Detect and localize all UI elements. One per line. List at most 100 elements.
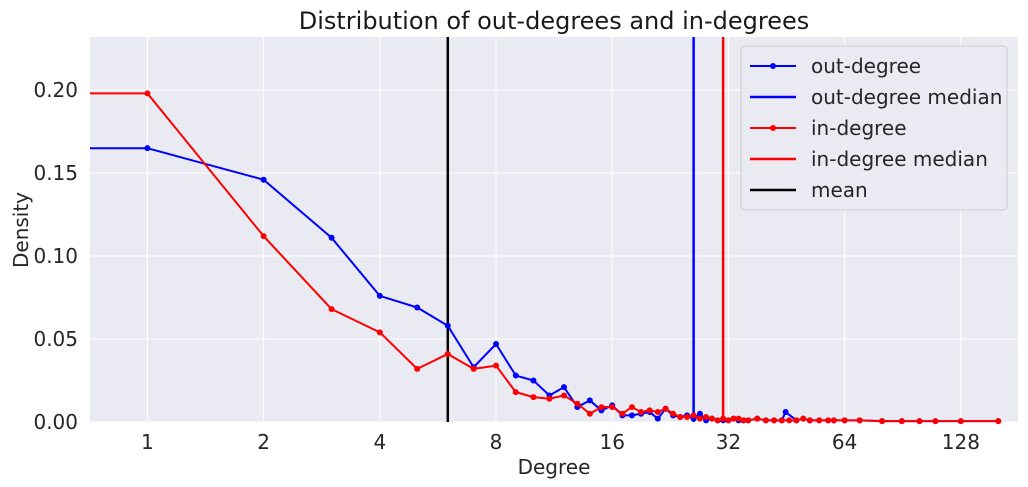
in-degree-point: [841, 417, 848, 424]
y-axis-label: Density: [9, 192, 33, 268]
in-degree-point: [574, 400, 581, 407]
in-degree-point: [754, 415, 761, 422]
legend-item-in-degree: in-degree: [750, 116, 907, 140]
in-degree-point: [786, 417, 793, 424]
out-degree-point: [144, 145, 151, 152]
in-degree-point: [771, 417, 778, 424]
in-degree-point: [916, 418, 923, 425]
in-degree-point: [512, 389, 519, 396]
x-tick-label: 16: [600, 430, 625, 454]
y-tick-label: 0.05: [33, 327, 78, 351]
out-degree-point: [530, 377, 537, 384]
out-degree-point: [561, 384, 568, 391]
in-degree-point: [714, 417, 721, 424]
in-degree-point: [328, 306, 335, 313]
in-degree-point: [493, 362, 500, 369]
out-degree-point: [493, 341, 500, 348]
in-degree-point: [879, 418, 886, 425]
in-degree-point: [144, 90, 151, 97]
legend-label: in-degree median: [811, 147, 988, 171]
in-degree-point: [376, 329, 383, 336]
legend-item-in-degree-median: in-degree median: [750, 147, 988, 171]
in-degree-point: [720, 415, 727, 422]
in-degree-point: [444, 350, 451, 357]
legend: out-degree out-degree median in-degree in-d…: [740, 45, 1008, 211]
in-degree-point: [762, 417, 769, 424]
in-degree-point: [638, 409, 645, 416]
in-degree-point: [696, 415, 703, 422]
out-degree-point: [696, 410, 703, 417]
out-degree-point: [512, 372, 519, 379]
series-group: [90, 90, 1002, 425]
in-degree-point: [995, 418, 1002, 425]
y-ticks: 0.00 0.05 0.10 0.15 0.20: [33, 78, 78, 434]
in-degree-point: [730, 415, 737, 422]
legend-item-out-degree: out-degree: [750, 54, 921, 78]
in-degree-point: [690, 412, 697, 419]
in-degree-point: [932, 418, 939, 425]
out-degree-point: [654, 415, 661, 422]
in-degree-point: [646, 407, 653, 414]
x-axis-label: Degree: [518, 455, 591, 479]
out-degree-point: [328, 234, 335, 241]
legend-item-mean: mean: [750, 178, 868, 202]
in-degree-point: [260, 233, 267, 240]
in-degree-point: [898, 418, 905, 425]
in-degree-point: [414, 365, 421, 372]
out-degree-point: [414, 304, 421, 311]
vertical-lines: [446, 37, 725, 422]
in-degree-point: [598, 404, 605, 411]
y-tick-label: 0.15: [33, 161, 78, 185]
in-degree-point: [628, 404, 635, 411]
in-degree-point: [856, 417, 863, 424]
in-degree-point: [740, 417, 747, 424]
x-tick-label: 32: [716, 430, 741, 454]
in-degree-point: [703, 414, 710, 421]
out-degree-point: [444, 322, 451, 329]
x-tick-label: 4: [373, 430, 386, 454]
in-degree-point: [670, 410, 677, 417]
legend-label: in-degree: [811, 116, 907, 140]
in-degree-series: [90, 90, 1002, 425]
in-degree-point: [546, 395, 553, 402]
in-degree-point: [725, 417, 732, 424]
x-tick-label: 2: [257, 430, 270, 454]
legend-label: out-degree median: [811, 85, 1002, 109]
in-degree-point: [677, 414, 684, 421]
legend-box: [740, 45, 1008, 211]
y-tick-label: 0.20: [33, 78, 78, 102]
chart-title: Distribution of out-degrees and in-degre…: [299, 7, 810, 35]
in-degree-point: [957, 418, 964, 425]
in-degree-point: [825, 417, 832, 424]
y-tick-label: 0.00: [33, 410, 78, 434]
out-degree-point: [628, 412, 635, 419]
in-degree-point: [684, 414, 691, 421]
in-degree-point: [586, 410, 593, 417]
in-degree-point: [619, 410, 626, 417]
x-tick-label: 8: [490, 430, 503, 454]
in-degree-point: [830, 417, 837, 424]
in-degree-point: [609, 404, 616, 411]
in-degree-point: [806, 417, 813, 424]
x-tick-label: 128: [942, 430, 980, 454]
legend-marker: [770, 125, 776, 131]
in-degree-point: [708, 415, 715, 422]
out-degree-point: [260, 176, 267, 183]
in-degree-point: [470, 365, 477, 372]
x-ticks: 1 2 4 8 16 32 64 128: [141, 430, 980, 454]
x-tick-label: 64: [832, 430, 857, 454]
in-degree-point: [800, 415, 807, 422]
in-degree-point: [735, 415, 742, 422]
out-degree-point: [376, 292, 383, 299]
x-tick-label: 1: [141, 430, 154, 454]
in-degree-point: [793, 417, 800, 424]
legend-label: out-degree: [811, 54, 921, 78]
in-degree-point: [778, 417, 785, 424]
out-degree-point: [586, 397, 593, 404]
y-tick-label: 0.10: [33, 244, 78, 268]
in-degree-point: [654, 409, 661, 416]
legend-label: mean: [811, 178, 868, 202]
legend-item-out-degree-median: out-degree median: [750, 85, 1002, 109]
in-degree-point: [530, 394, 537, 401]
